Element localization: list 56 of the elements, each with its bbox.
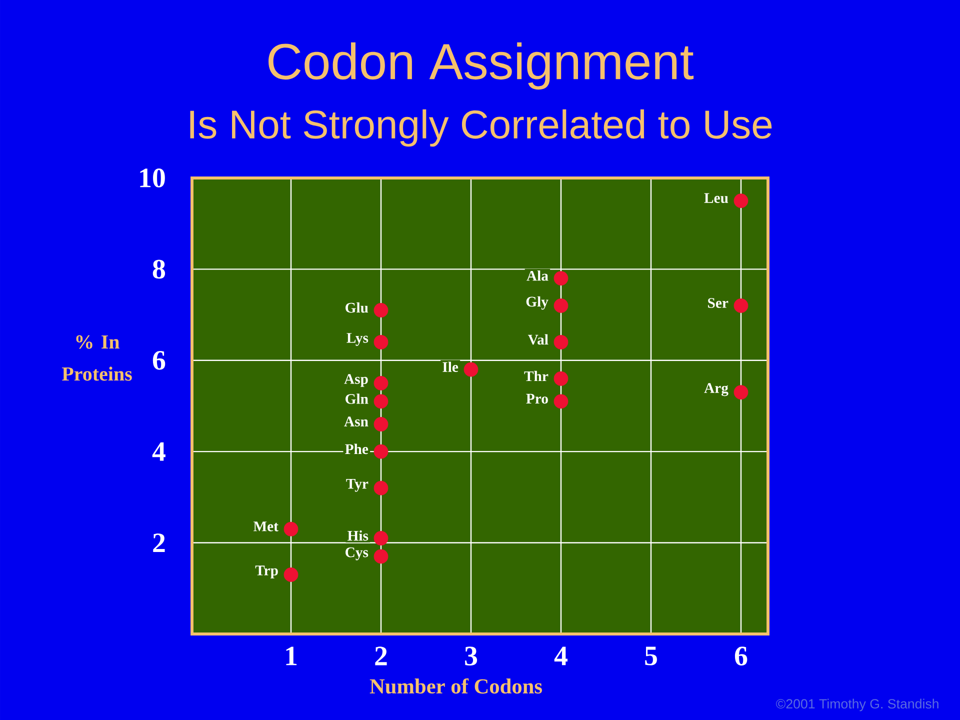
point <box>374 417 388 432</box>
x-axis-title: Number of Codons <box>370 678 542 694</box>
annotation: Asp <box>344 374 368 387</box>
point <box>374 480 388 496</box>
annotation: Tyr <box>346 479 368 492</box>
text: ©2001 Timothy G. Standish <box>776 698 938 712</box>
x-tick-label: 4 <box>554 646 568 666</box>
y-axis-title: % In Proteins <box>62 335 132 381</box>
point <box>374 334 388 350</box>
point <box>554 371 568 386</box>
annotation: Arg <box>704 383 728 396</box>
annotation: Val <box>528 334 548 345</box>
point <box>554 271 568 286</box>
annotation: Phe <box>345 444 368 454</box>
point <box>554 334 568 350</box>
point <box>554 394 568 409</box>
point <box>374 444 388 459</box>
point <box>374 303 388 318</box>
annotation: Ile <box>442 362 458 372</box>
annotation: Gly <box>526 296 548 310</box>
annotation: Asn <box>344 416 368 426</box>
x-tick-label: 3 <box>465 646 478 666</box>
annotation: Lys <box>346 333 368 346</box>
point <box>374 394 388 409</box>
x-tick-label: 5 <box>645 646 657 666</box>
y-tick-label: 2 <box>153 534 165 552</box>
annotation: Thr <box>524 370 548 382</box>
y-tick-label: 10 <box>140 168 165 188</box>
x-tick-label: 2 <box>375 646 387 666</box>
annotation: Ser <box>708 298 728 308</box>
annotation: Pro <box>526 394 548 404</box>
point <box>374 549 388 564</box>
y-tick-label: 4 <box>152 442 166 461</box>
point <box>464 362 478 377</box>
annotation: Glu <box>346 302 368 313</box>
point <box>554 298 568 313</box>
annotation: Trp <box>255 566 278 578</box>
annotation: Met <box>253 522 278 532</box>
point <box>374 376 388 390</box>
y-tick-label: 6 <box>152 350 166 370</box>
annotation: Ala <box>526 270 548 281</box>
chart-title: Codon Assignment <box>268 42 694 90</box>
y-tick-label: 8 <box>152 260 166 279</box>
point <box>734 298 748 313</box>
point <box>734 194 748 208</box>
point <box>284 568 298 582</box>
annotation: Gln <box>346 394 368 404</box>
annotation: Cys <box>346 547 368 560</box>
x-tick-label: 6 <box>734 646 748 666</box>
point <box>374 531 388 546</box>
chart-subtitle: Is Not Strongly Correlated to Use <box>190 109 772 147</box>
point <box>734 385 748 400</box>
annotation: His <box>348 530 368 541</box>
annotation: Leu <box>704 193 728 204</box>
x-tick-label: 1 <box>286 646 297 666</box>
point <box>284 522 298 536</box>
